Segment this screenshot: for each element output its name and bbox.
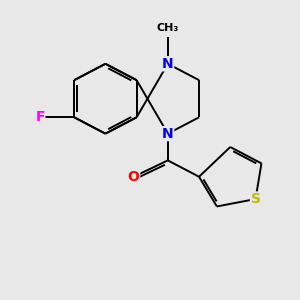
Text: O: O xyxy=(128,170,140,184)
Text: F: F xyxy=(35,110,45,124)
Text: S: S xyxy=(250,192,260,206)
Text: N: N xyxy=(162,127,174,141)
Text: CH₃: CH₃ xyxy=(157,22,179,33)
Text: N: N xyxy=(162,57,174,71)
